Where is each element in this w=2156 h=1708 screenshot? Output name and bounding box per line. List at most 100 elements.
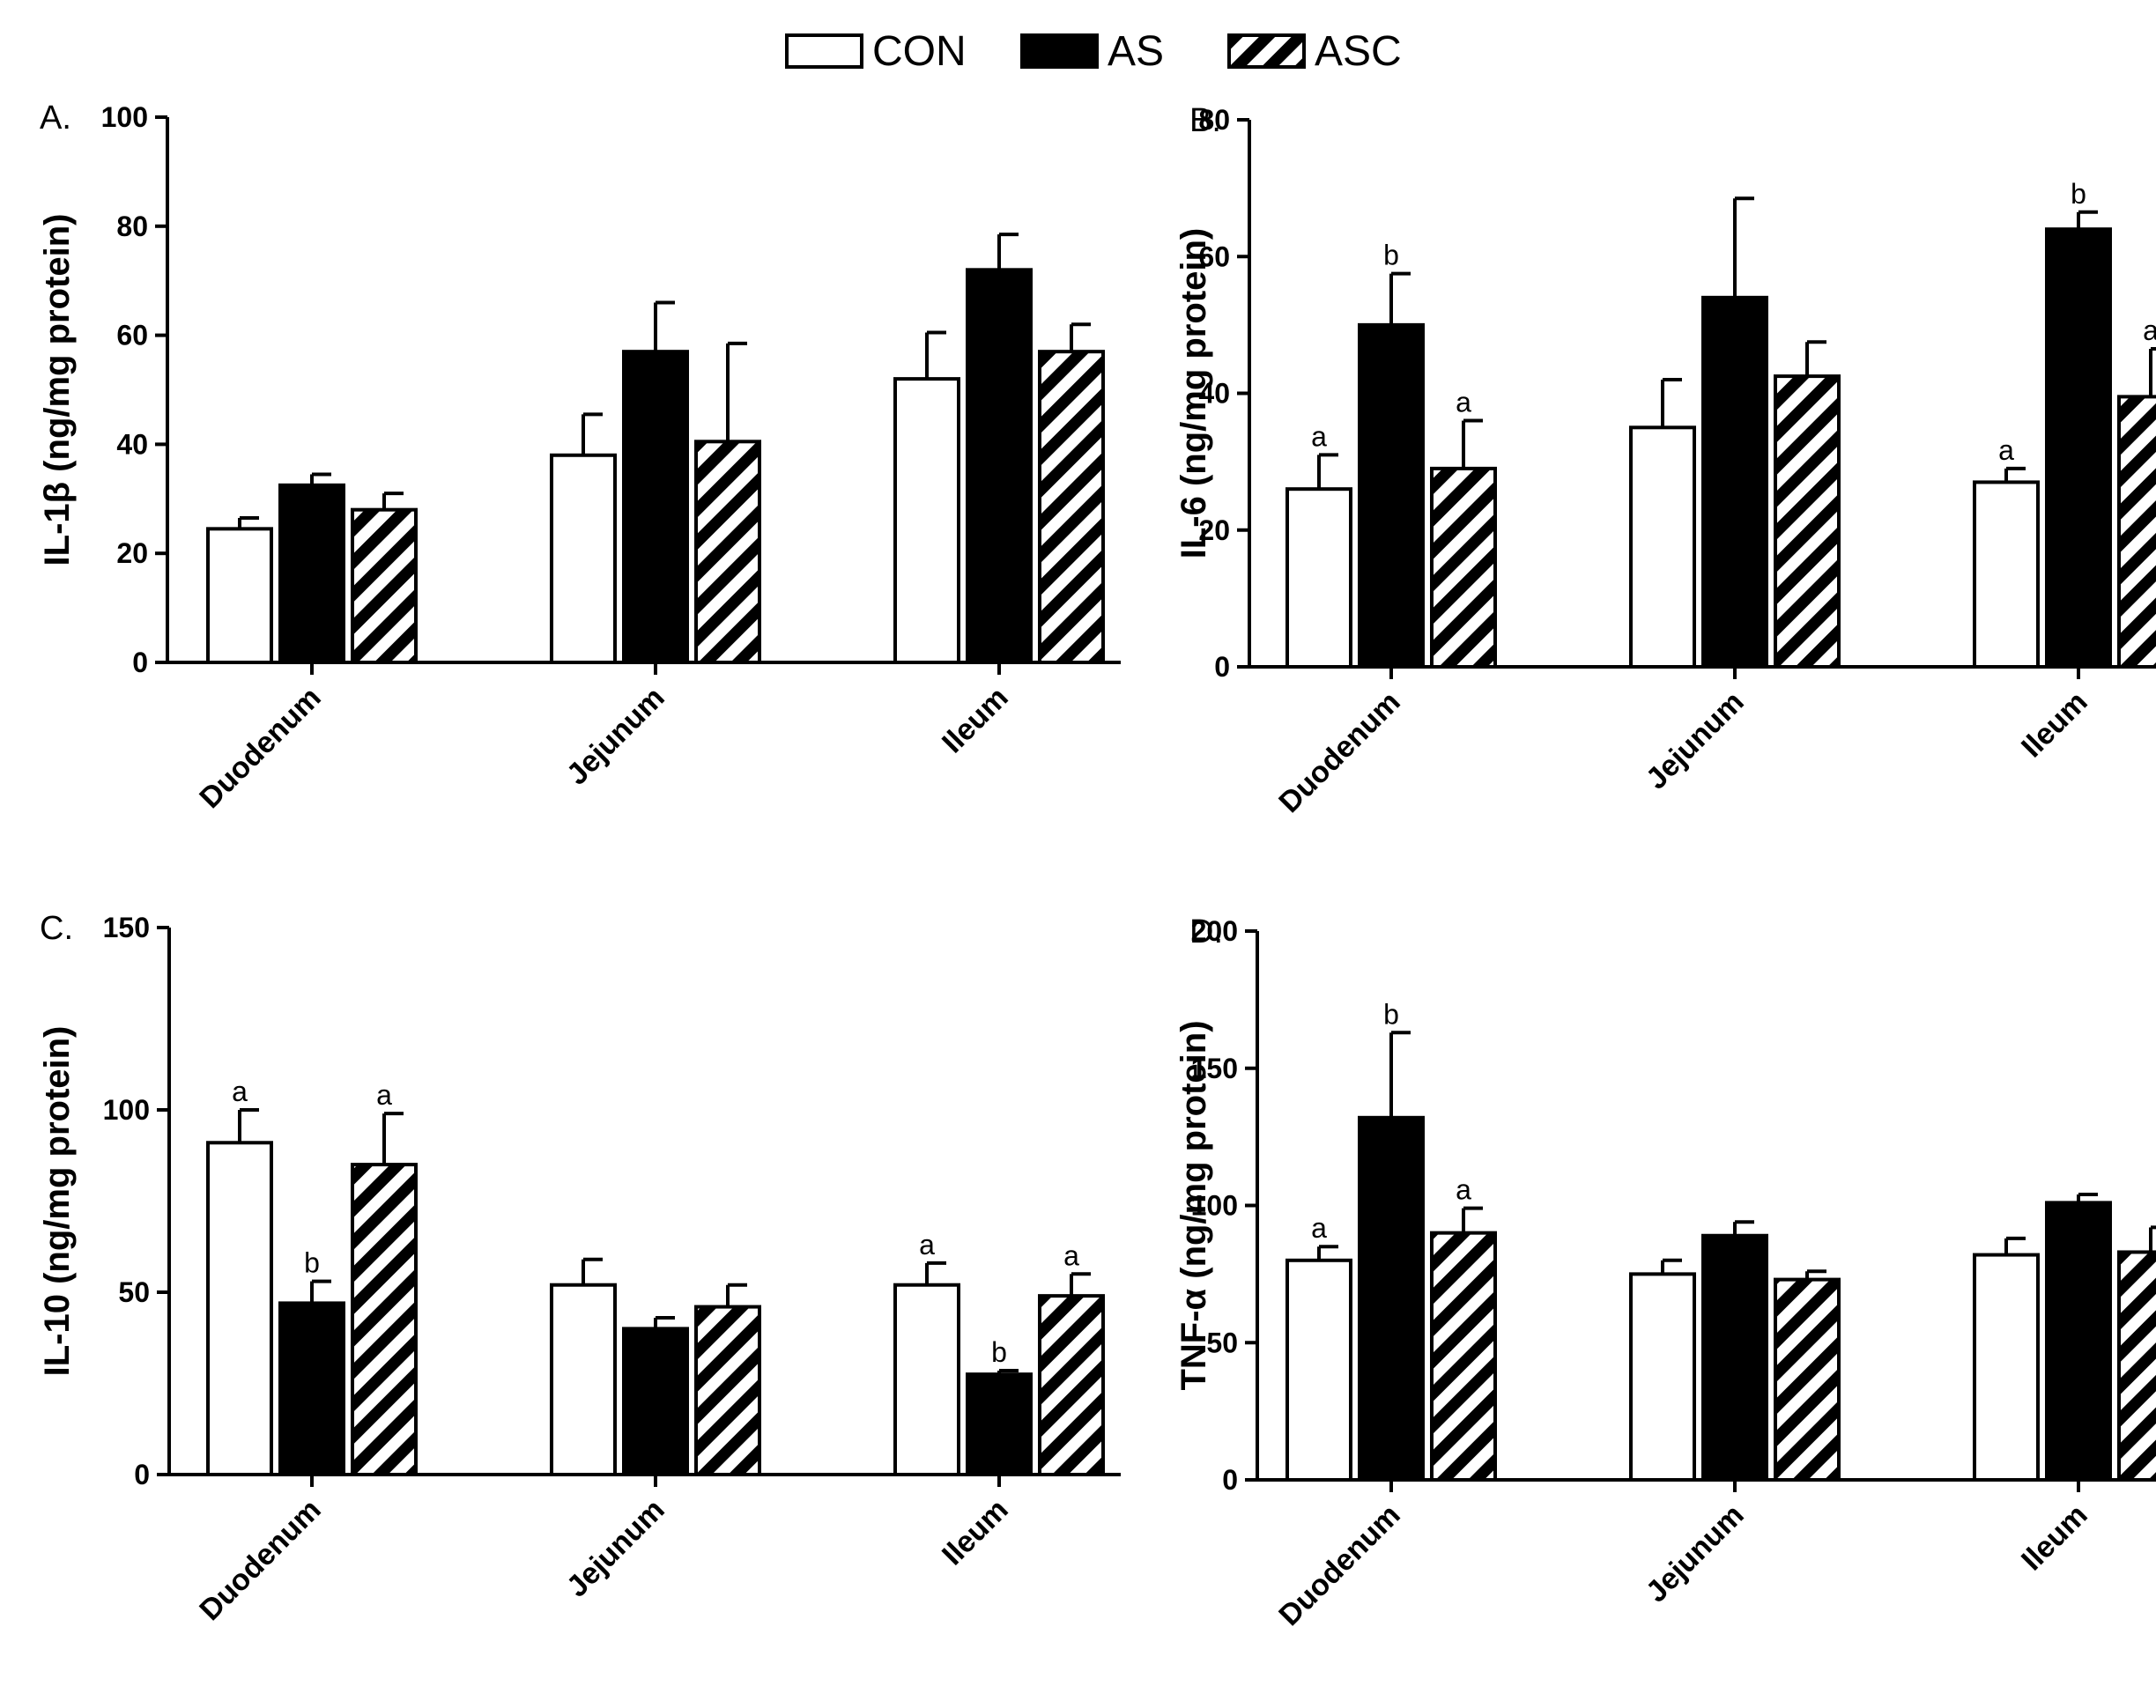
chart-panel-d: D. TNF-α (ng/mg protein) 0 50 100 150 200 a b a Du… [1174,913,2156,1632]
x-tick-label-ileum: Ileum [2015,1498,2094,1578]
sig-label-con-duodenum: a [1311,420,1327,452]
y-axis-label: IL-6 (ng/mg protein) [1174,228,1213,559]
bar-asc-ileum [2117,1250,2156,1482]
y-tick-label: 150 [1191,1053,1238,1084]
legend-label-asc: ASC [1315,28,1402,75]
sig-label-as-ileum: b [2071,178,2086,210]
bar-as-jejunum [622,350,689,664]
bar-as-ileum [2045,1201,2112,1482]
y-tick-label: 60 [1198,240,1230,272]
bar-as-jejunum [622,1327,689,1477]
legend-swatch-asc [1227,33,1306,69]
x-tick-label-ileum: Ileum [936,681,1015,760]
bar-con-ileum [893,377,960,664]
bar-con-jejunum [550,453,617,665]
sig-label-as-duodenum: b [1383,998,1399,1030]
bar-as-ileum [966,1372,1033,1477]
y-axis-label: TNF-α (ng/mg protein) [1174,1020,1213,1390]
y-tick-label: 150 [103,912,150,943]
bar-as-duodenum [278,483,345,665]
sig-label-con-ileum: a [1998,434,2014,466]
legend-label-con: CON [872,28,967,75]
bar-con-duodenum [206,527,273,664]
bar-asc-jejunum [1774,374,1841,669]
bar-as-duodenum [278,1301,345,1477]
sig-label-asc-duodenum: a [1456,1174,1471,1206]
bar-as-jejunum [1701,295,1768,669]
y-tick-label: 20 [1198,514,1230,546]
bar-asc-duodenum [351,1163,418,1476]
sig-label-con-duodenum: a [1311,1212,1327,1244]
legend: CON AS ASC [785,28,1402,75]
sig-label-as-duodenum: b [304,1247,320,1279]
y-axis-label: IL-1β (ng/mg protein) [38,214,77,566]
y-tick-label: 100 [1191,1190,1238,1222]
bar-as-jejunum [1701,1233,1768,1482]
y-tick-label: 100 [103,1094,150,1126]
y-tick-label: 60 [116,320,148,351]
y-tick-label: 0 [132,647,148,678]
y-tick-label: 200 [1191,915,1238,947]
bar-asc-jejunum [1774,1277,1841,1482]
x-tick-label-duodenum: Duodenum [193,1493,327,1627]
sig-label-asc-ileum: a [2143,314,2156,346]
bar-con-jejunum [550,1283,617,1476]
chart-panel-b: B. IL-6 (ng/mg protein) 0 20 40 60 80 a b a Duoden… [1174,102,2156,819]
bar-asc-jejunum [694,1305,761,1477]
bar-asc-ileum [1038,1294,1105,1477]
y-tick-label: 20 [116,537,148,569]
y-tick-label: 0 [134,1459,150,1490]
y-tick-label: 40 [1198,378,1230,410]
x-tick-label-jejunum: Jejunum [560,1493,671,1604]
y-tick-label: 80 [1198,104,1230,136]
panel-label: C. [40,910,73,947]
sig-label-as-duodenum: b [1383,240,1399,271]
legend-label-as: AS [1108,28,1164,75]
chart-panel-c: C. IL-10 (ng/mg protein) 0 50 100 150 a b a Duode… [38,910,1121,1627]
sig-label-asc-duodenum: a [376,1079,392,1111]
bar-con-ileum [893,1283,960,1476]
legend-swatch-as [1020,33,1099,69]
bar-con-duodenum [1285,1258,1352,1482]
x-tick-label-ileum: Ileum [2015,685,2094,765]
bar-asc-duodenum [351,507,418,664]
panel-label: A. [40,100,71,137]
sig-label-asc-ileum: a [1063,1239,1079,1271]
bar-con-jejunum [1629,1272,1696,1482]
x-tick-label-jejunum: Jejunum [560,681,671,792]
x-tick-label-ileum: Ileum [936,1493,1015,1572]
bar-con-ileum [1973,480,2040,669]
x-tick-label-jejunum: Jejunum [1640,1498,1751,1609]
y-axis-label: IL-10 (ng/mg protein) [38,1026,77,1377]
bar-con-jejunum [1629,425,1696,669]
bar-asc-duodenum [1430,1231,1497,1482]
y-tick-label: 0 [1214,651,1230,683]
x-tick-label-duodenum: Duodenum [1272,685,1406,819]
y-tick-label: 100 [101,101,148,133]
chart-panel-a: A. IL-1β (ng/mg protein) 0 20 40 60 80 100 Duode… [38,100,1121,815]
bar-as-duodenum [1358,322,1425,669]
y-tick-label: 40 [116,428,148,460]
x-tick-label-jejunum: Jejunum [1640,685,1751,796]
bar-con-duodenum [206,1141,273,1476]
y-tick-label: 50 [118,1276,150,1308]
bar-as-ileum [2045,227,2112,669]
bar-as-duodenum [1358,1115,1425,1482]
x-tick-label-duodenum: Duodenum [1272,1498,1406,1632]
sig-label-con-ileum: a [919,1229,935,1261]
y-tick-label: 0 [1222,1464,1238,1496]
panel-label: B. [1189,102,1221,139]
sig-label-asc-duodenum: a [1456,387,1471,418]
sig-label-as-ileum: b [991,1336,1007,1368]
bar-con-ileum [1973,1253,2040,1482]
legend-swatch-con [785,33,863,69]
y-tick-label: 80 [116,211,148,242]
bar-con-duodenum [1285,487,1352,669]
bar-asc-duodenum [1430,466,1497,669]
bar-asc-jejunum [694,440,761,664]
bar-asc-ileum [1038,350,1105,664]
y-tick-label: 50 [1206,1327,1238,1358]
bar-asc-ileum [2117,395,2156,669]
x-tick-label-duodenum: Duodenum [193,681,327,815]
